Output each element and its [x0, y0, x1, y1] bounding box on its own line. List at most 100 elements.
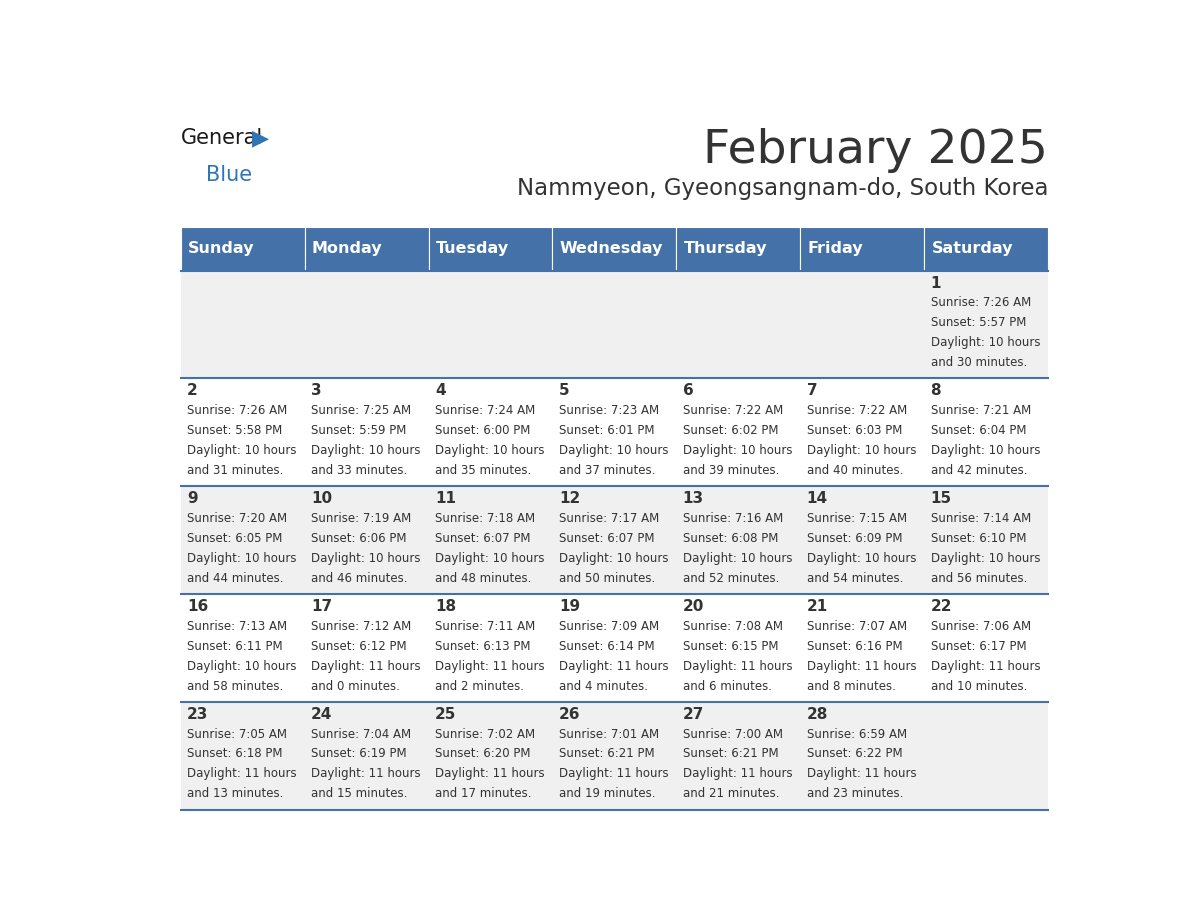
Text: and 19 minutes.: and 19 minutes. — [558, 788, 656, 800]
Text: February 2025: February 2025 — [703, 128, 1048, 173]
Text: 20: 20 — [683, 599, 704, 614]
Text: Thursday: Thursday — [683, 241, 767, 256]
Text: Sunrise: 7:20 AM: Sunrise: 7:20 AM — [188, 512, 287, 525]
Text: Daylight: 10 hours: Daylight: 10 hours — [807, 552, 916, 565]
Text: Daylight: 10 hours: Daylight: 10 hours — [930, 443, 1040, 457]
Text: Sunset: 6:21 PM: Sunset: 6:21 PM — [683, 747, 778, 760]
Text: and 4 minutes.: and 4 minutes. — [558, 679, 647, 692]
Text: Daylight: 11 hours: Daylight: 11 hours — [558, 767, 669, 780]
Text: and 35 minutes.: and 35 minutes. — [435, 464, 531, 476]
Text: Sunday: Sunday — [188, 241, 254, 256]
Text: Sunrise: 7:26 AM: Sunrise: 7:26 AM — [188, 404, 287, 417]
Text: 8: 8 — [930, 384, 941, 398]
Text: Daylight: 10 hours: Daylight: 10 hours — [930, 552, 1040, 565]
Text: Sunset: 6:18 PM: Sunset: 6:18 PM — [188, 747, 283, 760]
Text: Sunset: 5:57 PM: Sunset: 5:57 PM — [930, 316, 1026, 329]
Text: Sunset: 6:16 PM: Sunset: 6:16 PM — [807, 640, 903, 653]
Text: and 30 minutes.: and 30 minutes. — [930, 356, 1026, 369]
Text: Daylight: 11 hours: Daylight: 11 hours — [683, 659, 792, 673]
Text: Sunrise: 7:16 AM: Sunrise: 7:16 AM — [683, 512, 783, 525]
Text: and 40 minutes.: and 40 minutes. — [807, 464, 903, 476]
Text: Daylight: 10 hours: Daylight: 10 hours — [188, 443, 297, 457]
Text: Daylight: 11 hours: Daylight: 11 hours — [807, 659, 916, 673]
Text: Sunset: 5:59 PM: Sunset: 5:59 PM — [311, 424, 406, 437]
Text: Daylight: 10 hours: Daylight: 10 hours — [683, 552, 792, 565]
Text: and 48 minutes.: and 48 minutes. — [435, 572, 531, 585]
FancyBboxPatch shape — [801, 227, 924, 271]
Text: Sunrise: 7:17 AM: Sunrise: 7:17 AM — [558, 512, 659, 525]
Text: Sunset: 6:01 PM: Sunset: 6:01 PM — [558, 424, 655, 437]
Text: 21: 21 — [807, 599, 828, 614]
Text: and 42 minutes.: and 42 minutes. — [930, 464, 1028, 476]
Text: and 56 minutes.: and 56 minutes. — [930, 572, 1026, 585]
Text: Sunrise: 7:26 AM: Sunrise: 7:26 AM — [930, 297, 1031, 309]
Text: Sunrise: 7:25 AM: Sunrise: 7:25 AM — [311, 404, 411, 417]
FancyBboxPatch shape — [181, 487, 1048, 594]
Text: 13: 13 — [683, 491, 704, 507]
Text: General: General — [181, 128, 263, 148]
Text: Sunrise: 7:04 AM: Sunrise: 7:04 AM — [311, 728, 411, 741]
Text: 6: 6 — [683, 384, 694, 398]
Text: and 52 minutes.: and 52 minutes. — [683, 572, 779, 585]
Text: 18: 18 — [435, 599, 456, 614]
Text: Sunrise: 7:22 AM: Sunrise: 7:22 AM — [807, 404, 906, 417]
Text: 17: 17 — [311, 599, 333, 614]
Text: and 50 minutes.: and 50 minutes. — [558, 572, 655, 585]
Text: Sunset: 6:08 PM: Sunset: 6:08 PM — [683, 532, 778, 544]
Text: Sunrise: 7:02 AM: Sunrise: 7:02 AM — [435, 728, 535, 741]
Text: Sunset: 6:21 PM: Sunset: 6:21 PM — [558, 747, 655, 760]
Text: Sunset: 6:22 PM: Sunset: 6:22 PM — [807, 747, 903, 760]
Text: 7: 7 — [807, 384, 817, 398]
Text: and 39 minutes.: and 39 minutes. — [683, 464, 779, 476]
Text: Sunset: 6:04 PM: Sunset: 6:04 PM — [930, 424, 1026, 437]
Text: Daylight: 10 hours: Daylight: 10 hours — [435, 552, 544, 565]
Text: Daylight: 10 hours: Daylight: 10 hours — [558, 443, 669, 457]
Text: 26: 26 — [558, 707, 581, 722]
Text: Sunrise: 7:12 AM: Sunrise: 7:12 AM — [311, 620, 411, 633]
Text: Sunset: 6:17 PM: Sunset: 6:17 PM — [930, 640, 1026, 653]
Text: 27: 27 — [683, 707, 704, 722]
Text: Sunrise: 7:14 AM: Sunrise: 7:14 AM — [930, 512, 1031, 525]
Text: Daylight: 10 hours: Daylight: 10 hours — [311, 443, 421, 457]
Text: and 8 minutes.: and 8 minutes. — [807, 679, 896, 692]
Text: and 17 minutes.: and 17 minutes. — [435, 788, 531, 800]
Text: Friday: Friday — [808, 241, 864, 256]
Text: Sunset: 6:11 PM: Sunset: 6:11 PM — [188, 640, 283, 653]
Text: Daylight: 10 hours: Daylight: 10 hours — [188, 659, 297, 673]
Text: and 2 minutes.: and 2 minutes. — [435, 679, 524, 692]
Text: Daylight: 10 hours: Daylight: 10 hours — [683, 443, 792, 457]
Text: 15: 15 — [930, 491, 952, 507]
Text: Daylight: 10 hours: Daylight: 10 hours — [188, 552, 297, 565]
Text: and 15 minutes.: and 15 minutes. — [311, 788, 407, 800]
Text: Monday: Monday — [312, 241, 383, 256]
FancyBboxPatch shape — [429, 227, 552, 271]
Text: Daylight: 11 hours: Daylight: 11 hours — [435, 659, 544, 673]
Text: and 31 minutes.: and 31 minutes. — [188, 464, 284, 476]
FancyBboxPatch shape — [676, 227, 801, 271]
Text: Daylight: 10 hours: Daylight: 10 hours — [930, 336, 1040, 349]
Text: Daylight: 11 hours: Daylight: 11 hours — [807, 767, 916, 780]
FancyBboxPatch shape — [181, 702, 1048, 810]
FancyBboxPatch shape — [924, 227, 1048, 271]
Text: 28: 28 — [807, 707, 828, 722]
Text: 16: 16 — [188, 599, 208, 614]
FancyBboxPatch shape — [181, 227, 304, 271]
Text: Sunset: 6:13 PM: Sunset: 6:13 PM — [435, 640, 531, 653]
Text: 9: 9 — [188, 491, 197, 507]
Text: Sunset: 6:05 PM: Sunset: 6:05 PM — [188, 532, 283, 544]
Text: and 54 minutes.: and 54 minutes. — [807, 572, 903, 585]
Text: Sunrise: 6:59 AM: Sunrise: 6:59 AM — [807, 728, 906, 741]
Text: 4: 4 — [435, 384, 446, 398]
Text: Sunset: 6:09 PM: Sunset: 6:09 PM — [807, 532, 902, 544]
Text: Sunrise: 7:18 AM: Sunrise: 7:18 AM — [435, 512, 535, 525]
Text: Sunset: 6:06 PM: Sunset: 6:06 PM — [311, 532, 406, 544]
Text: Sunset: 5:58 PM: Sunset: 5:58 PM — [188, 424, 283, 437]
Text: Sunrise: 7:00 AM: Sunrise: 7:00 AM — [683, 728, 783, 741]
Text: Sunset: 6:15 PM: Sunset: 6:15 PM — [683, 640, 778, 653]
Text: 23: 23 — [188, 707, 209, 722]
FancyBboxPatch shape — [304, 227, 429, 271]
Text: ▶: ▶ — [252, 128, 268, 148]
FancyBboxPatch shape — [181, 378, 1048, 487]
Text: Sunset: 6:07 PM: Sunset: 6:07 PM — [558, 532, 655, 544]
Text: Daylight: 11 hours: Daylight: 11 hours — [311, 659, 421, 673]
